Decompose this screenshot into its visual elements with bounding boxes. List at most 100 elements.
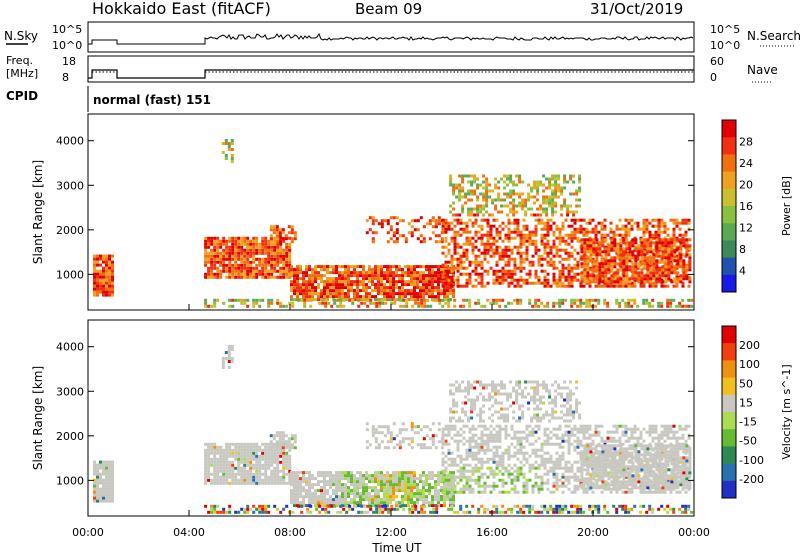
heatmap-cell [222, 481, 226, 485]
heatmap-cell [306, 298, 310, 302]
heatmap-cell [416, 483, 419, 487]
heatmap-cell [441, 227, 445, 231]
heatmap-cell [240, 236, 244, 240]
heatmap-cell [234, 260, 238, 264]
heatmap-cell [546, 254, 550, 258]
heatmap-cell [407, 283, 410, 287]
heatmap-cell [413, 274, 416, 278]
heatmap-cell [305, 274, 308, 278]
heatmap-cell [320, 489, 323, 493]
heatmap-cell [428, 283, 431, 287]
heatmap-cell [522, 457, 526, 461]
heatmap-cell [93, 490, 96, 494]
heatmap-cell [222, 457, 226, 461]
heatmap-cell [543, 304, 547, 308]
heatmap-cell [386, 474, 389, 478]
heatmap-cell [338, 292, 341, 296]
heatmap-cell [341, 295, 344, 299]
heatmap-cell [450, 457, 454, 461]
heatmap-cell [329, 486, 332, 490]
heatmap-cell [300, 298, 304, 302]
heatmap-cell [667, 244, 671, 248]
heatmap-cell [380, 219, 384, 223]
heatmap-cell [362, 286, 365, 290]
heatmap-cell [573, 475, 577, 479]
heatmap-cell [560, 186, 564, 190]
heatmap-cell [537, 475, 541, 479]
heatmap-cell [546, 260, 550, 264]
heatmap-cell [468, 278, 472, 282]
heatmap-cell [498, 245, 502, 249]
heatmap-cell [339, 301, 343, 305]
heatmap-cell [353, 280, 356, 284]
heatmap-cell [669, 301, 673, 305]
heatmap-cell [338, 480, 341, 484]
heatmap-cell [369, 301, 373, 305]
heatmap-cell [347, 489, 350, 493]
heatmap-cell [374, 274, 377, 278]
colorbar-tick-label: 16 [739, 200, 753, 213]
heatmap-cell [293, 234, 297, 238]
heatmap-cell [240, 481, 244, 485]
heatmap-cell [583, 259, 587, 263]
heatmap-cell [285, 466, 289, 470]
heatmap-cell [558, 281, 562, 285]
heatmap-cell [246, 236, 250, 240]
heatmap-cell [516, 281, 520, 285]
heatmap-cell [507, 451, 511, 455]
heatmap-cell [482, 195, 486, 199]
heatmap-cell [521, 180, 525, 184]
heatmap-cell [290, 274, 293, 278]
heatmap-cell [422, 471, 425, 475]
heatmap-cell [422, 443, 426, 447]
heatmap-cell [570, 218, 574, 222]
heatmap-cell [231, 248, 235, 252]
heatmap-cell [591, 298, 595, 302]
heatmap-cell [261, 239, 265, 243]
heatmap-cell [546, 478, 550, 482]
heatmap-cell [660, 224, 664, 228]
heatmap-cell [543, 451, 547, 455]
heatmap-cell [261, 442, 265, 446]
heatmap-cell [519, 439, 523, 443]
heatmap-cell [470, 192, 474, 196]
heatmap-cell [447, 242, 451, 246]
heatmap-cell [489, 227, 493, 231]
heatmap-cell [515, 192, 519, 196]
heatmap-cell [534, 472, 538, 476]
heatmap-cell [434, 495, 437, 499]
heatmap-cell [613, 274, 617, 278]
heatmap-cell [329, 498, 332, 502]
heatmap-cell [437, 292, 440, 296]
heatmap-cell [519, 301, 523, 305]
heatmap-cell [434, 483, 437, 487]
heatmap-cell [558, 478, 562, 482]
heatmap-cell [444, 427, 448, 431]
heatmap-cell [657, 251, 661, 255]
heatmap-cell [510, 442, 514, 446]
heatmap-cell [657, 227, 661, 231]
heatmap-cell [516, 301, 520, 305]
heatmap-cell [498, 430, 502, 434]
heatmap-cell [578, 204, 582, 208]
heatmap-cell [240, 460, 244, 464]
heatmap-cell [678, 227, 682, 231]
heatmap-cell [542, 198, 546, 202]
heatmap-cell [586, 271, 590, 275]
heatmap-cell [543, 466, 547, 470]
heatmap-cell [449, 177, 453, 181]
heatmap-cell [480, 281, 484, 285]
heatmap-cell [335, 286, 338, 290]
heatmap-cell [243, 272, 247, 276]
heatmap-cell [585, 298, 589, 302]
heatmap-cell [102, 499, 105, 503]
heatmap-cell [401, 219, 405, 223]
heatmap-cell [102, 269, 105, 273]
heatmap-cell [323, 492, 326, 496]
heatmap-cell [449, 292, 452, 296]
heatmap-cell [628, 241, 632, 245]
heatmap-cell [476, 198, 480, 202]
heatmap-cell [528, 469, 532, 473]
heatmap-cell [627, 221, 631, 225]
heatmap-cell [249, 242, 253, 246]
